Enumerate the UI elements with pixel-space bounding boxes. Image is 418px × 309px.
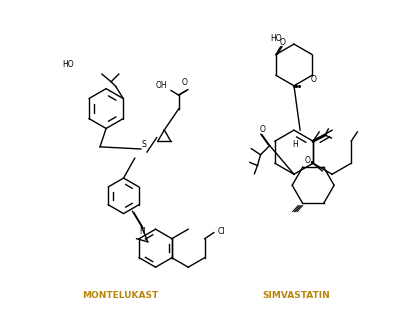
- Text: SIMVASTATIN: SIMVASTATIN: [263, 291, 330, 300]
- Text: S: S: [142, 140, 146, 149]
- Text: O: O: [304, 156, 310, 165]
- Text: O: O: [259, 125, 265, 134]
- Text: O: O: [279, 38, 285, 47]
- Text: H: H: [293, 140, 298, 149]
- Text: O: O: [311, 75, 316, 84]
- Text: OH: OH: [156, 81, 168, 91]
- Text: Cl: Cl: [218, 226, 225, 235]
- Text: HO: HO: [270, 34, 282, 43]
- Text: N: N: [139, 226, 145, 236]
- Text: MONTELUKAST: MONTELUKAST: [82, 291, 158, 300]
- Text: O: O: [182, 78, 188, 87]
- Text: HO: HO: [62, 60, 74, 69]
